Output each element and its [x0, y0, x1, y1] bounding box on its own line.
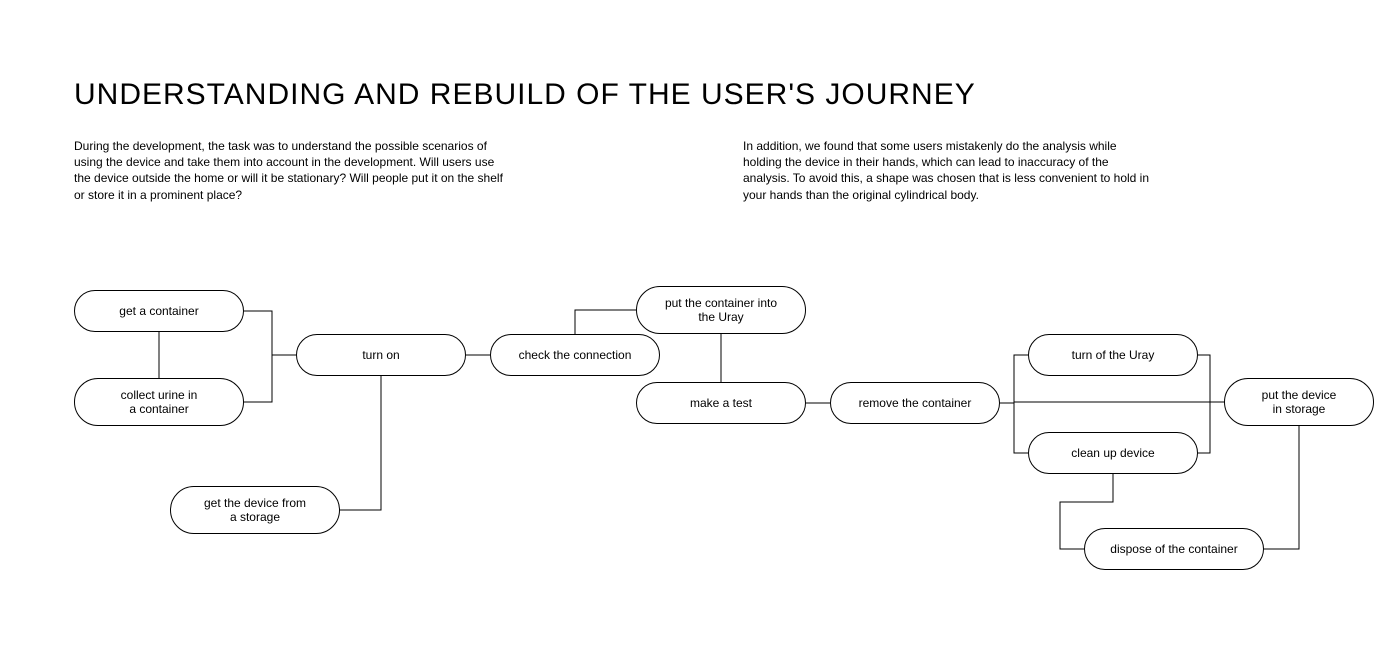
flow-node-dispose: dispose of the container	[1084, 528, 1264, 570]
flow-edge-turn_off-put_storage	[1198, 355, 1224, 402]
intro-paragraph-left: During the development, the task was to …	[74, 138, 504, 203]
page-title: UNDERSTANDING AND REBUILD OF THE USER'S …	[74, 78, 976, 112]
flow-node-make_test: make a test	[636, 382, 806, 424]
flow-node-collect_urine: collect urine ina container	[74, 378, 244, 426]
diagram-canvas: UNDERSTANDING AND REBUILD OF THE USER'S …	[0, 0, 1400, 646]
flow-node-get_device: get the device froma storage	[170, 486, 340, 534]
flow-node-check_conn: check the connection	[490, 334, 660, 376]
flow-node-turn_on: turn on	[296, 334, 466, 376]
flow-edge-remove_cont-turn_off	[1000, 355, 1028, 403]
intro-paragraph-right: In addition, we found that some users mi…	[743, 138, 1153, 203]
flow-node-put_storage: put the devicein storage	[1224, 378, 1374, 426]
flow-edge-check_conn-put_container	[575, 310, 636, 334]
flow-edge-clean_up-put_storage	[1198, 402, 1224, 453]
flow-node-get_container: get a container	[74, 290, 244, 332]
flow-edge-remove_cont-put_storage	[1000, 402, 1224, 403]
flow-node-turn_off: turn of the Uray	[1028, 334, 1198, 376]
flow-edge-get_container-turn_on	[244, 311, 296, 355]
flow-edge-dispose-put_storage	[1264, 426, 1299, 549]
flow-edge-collect_urine-turn_on	[244, 355, 296, 402]
flow-node-put_container: put the container intothe Uray	[636, 286, 806, 334]
flow-node-clean_up: clean up device	[1028, 432, 1198, 474]
flow-node-remove_cont: remove the container	[830, 382, 1000, 424]
flow-edge-remove_cont-clean_up	[1000, 403, 1028, 453]
flow-edge-get_device-turn_on	[340, 376, 381, 510]
